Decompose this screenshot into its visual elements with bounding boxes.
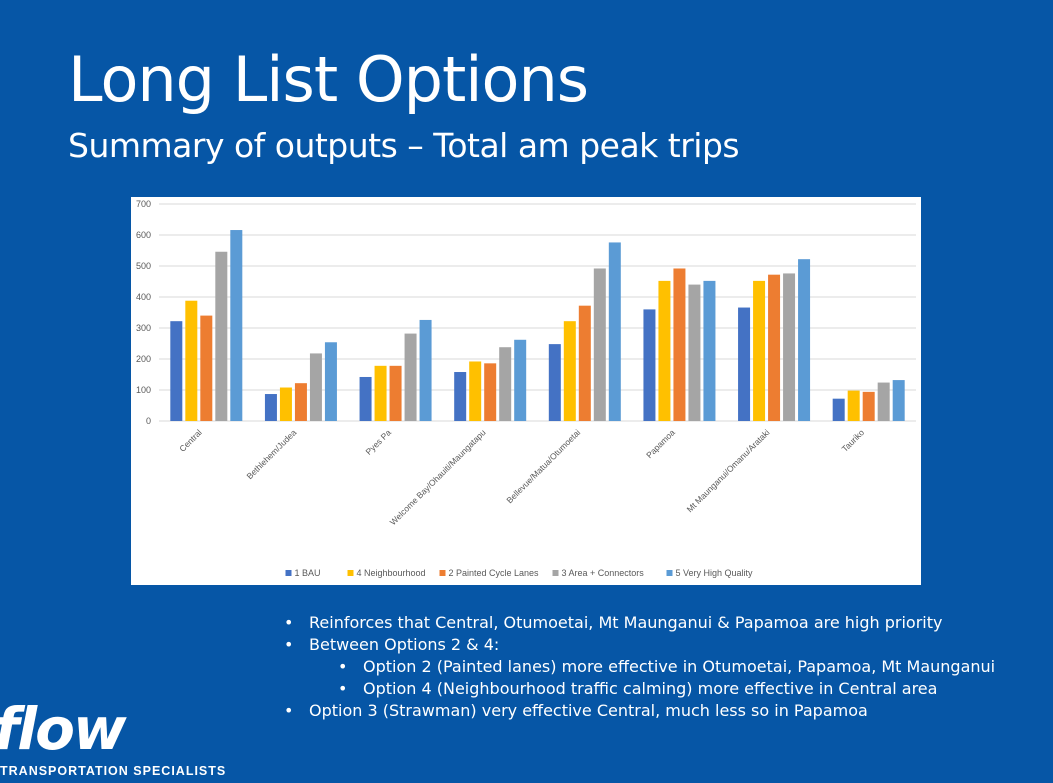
bar <box>832 398 845 421</box>
bullet-text: Option 3 (Strawman) very effective Centr… <box>309 701 868 720</box>
bar <box>688 284 701 421</box>
bullet-dot: • <box>338 657 348 676</box>
bar <box>658 280 671 421</box>
bar <box>798 259 811 421</box>
bar <box>768 274 781 421</box>
x-tick-label: Welcome Bay/Ohauiti/Maungatapu <box>388 427 488 527</box>
bullet-dot: • <box>284 635 294 654</box>
legend-swatch <box>439 570 446 576</box>
legend-swatch <box>552 570 559 576</box>
bar <box>230 230 243 421</box>
bullet-item: • Between Options 2 & 4: <box>284 634 995 656</box>
bar <box>215 251 228 421</box>
bar <box>499 347 512 421</box>
bullet-text: Between Options 2 & 4: <box>309 635 500 654</box>
bar <box>753 280 766 421</box>
x-tick-label: Pyes Pa <box>364 427 394 457</box>
legend-swatch <box>347 570 354 576</box>
bar <box>170 321 183 421</box>
bullet-dot: • <box>284 701 294 720</box>
slide-subtitle: Summary of outputs – Total am peak trips <box>68 126 740 165</box>
bar <box>185 300 198 421</box>
legend-label: 4 Neighbourhood <box>357 568 426 578</box>
bar-chart: 0 100 200 300 400 500 600 700 Central Bethlehem/J… <box>136 199 916 578</box>
sub-bullet-item: • Option 2 (Painted lanes) more effective… <box>284 656 995 678</box>
y-tick-label: 100 <box>136 385 151 395</box>
bar <box>309 353 322 421</box>
bar <box>593 268 606 421</box>
y-tick-label: 200 <box>136 354 151 364</box>
bar <box>514 339 527 421</box>
bar <box>469 361 482 421</box>
bullet-text: Reinforces that Central, Otumoetai, Mt M… <box>309 613 943 632</box>
bar <box>200 315 213 421</box>
bullet-text: Option 2 (Painted lanes) more effective … <box>363 657 996 676</box>
legend-swatch <box>285 570 292 576</box>
bar <box>548 344 561 421</box>
bar <box>404 333 417 421</box>
logo-tagline: TRANSPORTATION SPECIALISTS <box>0 764 227 778</box>
bullet-text: Option 4 (Neighbourhood traffic calming)… <box>363 679 938 698</box>
y-tick-label: 400 <box>136 292 151 302</box>
legend-label: 3 Area + Connectors <box>562 568 645 578</box>
bullet-item: • Reinforces that Central, Otumoetai, Mt … <box>284 612 995 634</box>
bar <box>783 273 796 421</box>
legend-label: 5 Very High Quality <box>676 568 754 578</box>
bar <box>454 372 467 421</box>
bullet-list: • Reinforces that Central, Otumoetai, Mt … <box>284 612 995 722</box>
flow-logo: flow TRANSPORTATION SPECIALISTS <box>0 700 226 778</box>
bullet-item: • Option 3 (Strawman) very effective Cent… <box>284 700 995 722</box>
x-tick-label: Bethlehem/Judea <box>244 427 298 481</box>
slide-title: Long List Options <box>68 43 589 116</box>
legend-label: 2 Painted Cycle Lanes <box>449 568 540 578</box>
bar <box>279 387 292 421</box>
logo-wordmark: flow <box>0 695 127 763</box>
x-tick-label: Mt Maunganui/Omanu/Arataki <box>685 427 772 514</box>
bar <box>892 380 905 421</box>
y-tick-label: 500 <box>136 261 151 271</box>
bar <box>643 309 656 421</box>
bar <box>484 363 497 421</box>
bar <box>703 280 716 421</box>
bar <box>419 319 432 421</box>
bar <box>847 390 860 421</box>
x-tick-label: Bellevue/Matua/Otumoetai <box>504 427 582 505</box>
x-tick-label: Central <box>177 427 204 454</box>
bar <box>608 242 621 421</box>
bullet-dot: • <box>338 679 348 698</box>
bar <box>578 305 591 421</box>
bar <box>264 394 277 421</box>
y-tick-label: 300 <box>136 323 151 333</box>
bar <box>294 383 307 421</box>
bar <box>673 268 686 421</box>
sub-bullet-item: • Option 4 (Neighbourhood traffic calming… <box>284 678 995 700</box>
legend-swatch <box>666 570 673 576</box>
bullet-dot: • <box>284 613 294 632</box>
bar <box>374 365 387 421</box>
bar <box>738 307 751 421</box>
bar <box>359 376 372 421</box>
chart-panel: 0 100 200 300 400 500 600 700 Central Bethlehem/J… <box>131 197 921 585</box>
x-tick-label: Papamoa <box>644 427 677 460</box>
x-tick-label: Tauriko <box>840 427 867 454</box>
bar <box>877 382 890 421</box>
bar <box>389 365 402 421</box>
bar <box>862 391 875 421</box>
bar <box>563 321 576 421</box>
legend-label: 1 BAU <box>295 568 321 578</box>
bar <box>324 342 337 421</box>
y-tick-label: 600 <box>136 230 151 240</box>
y-tick-label: 0 <box>146 416 151 426</box>
y-tick-label: 700 <box>136 199 151 209</box>
